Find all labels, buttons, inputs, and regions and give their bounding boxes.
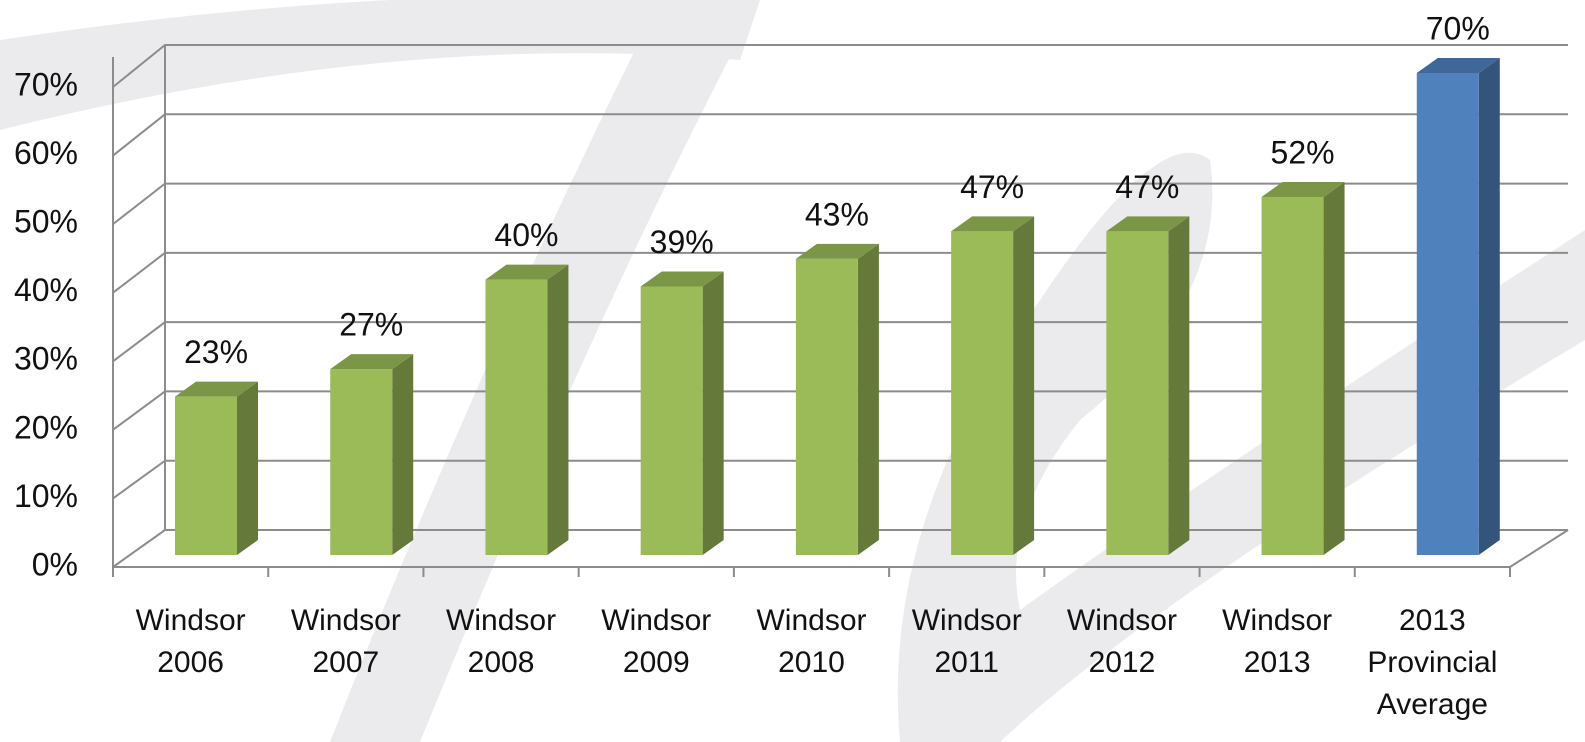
bar (485, 279, 548, 555)
value-label: 27% (339, 307, 403, 343)
value-label: 39% (650, 224, 714, 260)
value-label: 52% (1271, 134, 1335, 170)
value-label: 47% (960, 169, 1024, 205)
y-tick-label: 60% (14, 135, 78, 171)
value-label: 23% (184, 334, 248, 370)
bar (330, 369, 393, 555)
x-tick-label: Windsor 2008 (446, 604, 557, 679)
bar (1106, 231, 1169, 555)
bar-top (1261, 181, 1345, 197)
x-tick-label: Windsor 2006 (135, 604, 246, 679)
bar-side (392, 354, 414, 555)
bar (175, 396, 237, 555)
x-tick-label: Windsor 2007 (290, 604, 401, 679)
bar (1416, 73, 1479, 555)
bar (795, 258, 858, 555)
y-tick-label: 10% (14, 478, 78, 514)
value-label: 40% (494, 217, 558, 253)
x-tick-label: Windsor 2009 (601, 604, 712, 679)
bar-top (485, 264, 569, 280)
bar-side (1168, 216, 1190, 555)
x-tick-label: 2013 Provincial Average (1367, 604, 1498, 721)
value-label: 43% (805, 196, 869, 232)
bar (951, 231, 1014, 555)
bar (640, 286, 703, 555)
bar-side (1013, 216, 1035, 555)
y-tick-label: 0% (32, 546, 78, 582)
bar-top (795, 243, 879, 259)
bar-side (547, 264, 569, 555)
y-tick-label: 70% (14, 66, 78, 102)
x-tick-label: Windsor 2010 (756, 604, 867, 679)
bar-side (1478, 58, 1500, 555)
y-tick-label: 30% (14, 341, 78, 377)
value-label: 70% (1426, 10, 1490, 46)
bar-side (702, 271, 724, 555)
x-tick-label: Windsor 2012 (1066, 604, 1177, 679)
y-tick-label: 20% (14, 409, 78, 445)
bar-side (237, 381, 258, 555)
bar-side (1323, 181, 1345, 555)
grid-line (112, 113, 1568, 157)
y-tick-label: 50% (14, 204, 78, 240)
bar-top (330, 354, 414, 370)
bar (1261, 196, 1324, 555)
x-tick-label: Windsor 2011 (911, 604, 1022, 679)
bar-top (1106, 216, 1190, 232)
y-tick-label: 40% (14, 272, 78, 308)
bar-side (857, 243, 879, 555)
bar-top (951, 216, 1035, 232)
x-tick-label: Windsor 2013 (1222, 604, 1333, 679)
bar-top (640, 271, 724, 287)
bar-top (1416, 58, 1500, 73)
bar-top (175, 381, 258, 397)
value-label: 47% (1115, 169, 1179, 205)
